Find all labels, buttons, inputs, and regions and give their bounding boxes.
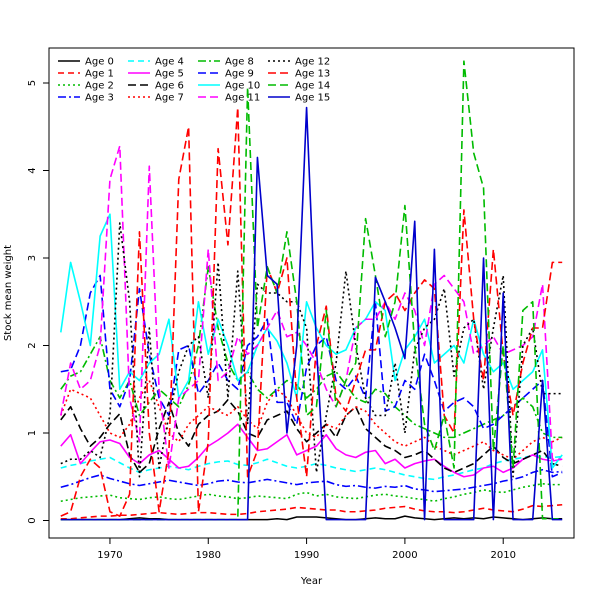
series-line-age-3: [60, 468, 563, 493]
series-line-age-1: [60, 503, 563, 520]
legend-label-age-0: Age 0: [85, 57, 114, 68]
series-line-age-10: [60, 213, 563, 469]
x-tick-label: 1990: [294, 550, 319, 561]
y-tick-label: 4: [27, 167, 38, 173]
series-line-age-8: [60, 265, 563, 439]
x-tick-label: 2010: [490, 550, 515, 561]
legend-label-age-6: Age 6: [155, 81, 184, 92]
legend-label-age-7: Age 7: [155, 93, 184, 104]
y-tick-label: 0: [27, 517, 38, 523]
legend-label-age-3: Age 3: [85, 93, 114, 104]
series-line-age-14: [60, 60, 563, 521]
series-line-age-6: [60, 398, 563, 474]
series-line-age-15: [60, 106, 563, 521]
x-tick-label: 1970: [97, 550, 122, 561]
y-tick-label: 2: [27, 342, 38, 348]
legend-label-age-8: Age 8: [225, 57, 254, 68]
y-axis: 0 1 2 3 4 5: [27, 80, 49, 524]
series-line-age-4: [60, 454, 563, 481]
y-tick-label: 3: [27, 255, 38, 261]
y-tick-label: 1: [27, 430, 38, 436]
legend-label-age-10: Age 10: [225, 81, 260, 92]
legend-label-age-12: Age 12: [295, 57, 330, 68]
legend-label-age-2: Age 2: [85, 81, 114, 92]
legend-label-age-4: Age 4: [155, 57, 184, 68]
y-tick-label: 5: [27, 80, 38, 86]
legend-label-age-1: Age 1: [85, 69, 114, 80]
legend-label-age-11: Age 11: [225, 93, 260, 104]
plot-frame: [48, 47, 575, 539]
legend-label-age-14: Age 14: [295, 81, 330, 92]
x-tick-label: 2000: [392, 550, 417, 561]
legend-label-age-13: Age 13: [295, 69, 330, 80]
series-line-age-0: [60, 515, 563, 521]
series-line-age-5: [60, 423, 563, 478]
legend-label-age-15: Age 15: [295, 93, 330, 104]
y-axis-title: Stock mean weight: [3, 245, 14, 341]
legend-label-age-9: Age 9: [225, 69, 254, 80]
x-axis-title: Year: [300, 576, 323, 587]
series-line-age-12: [60, 222, 563, 478]
legend-label-age-5: Age 5: [155, 69, 184, 80]
x-tick-label: 1980: [196, 550, 221, 561]
x-axis: 1970 1980 1990 2000 2010: [97, 538, 516, 561]
series-layer: [60, 60, 563, 521]
